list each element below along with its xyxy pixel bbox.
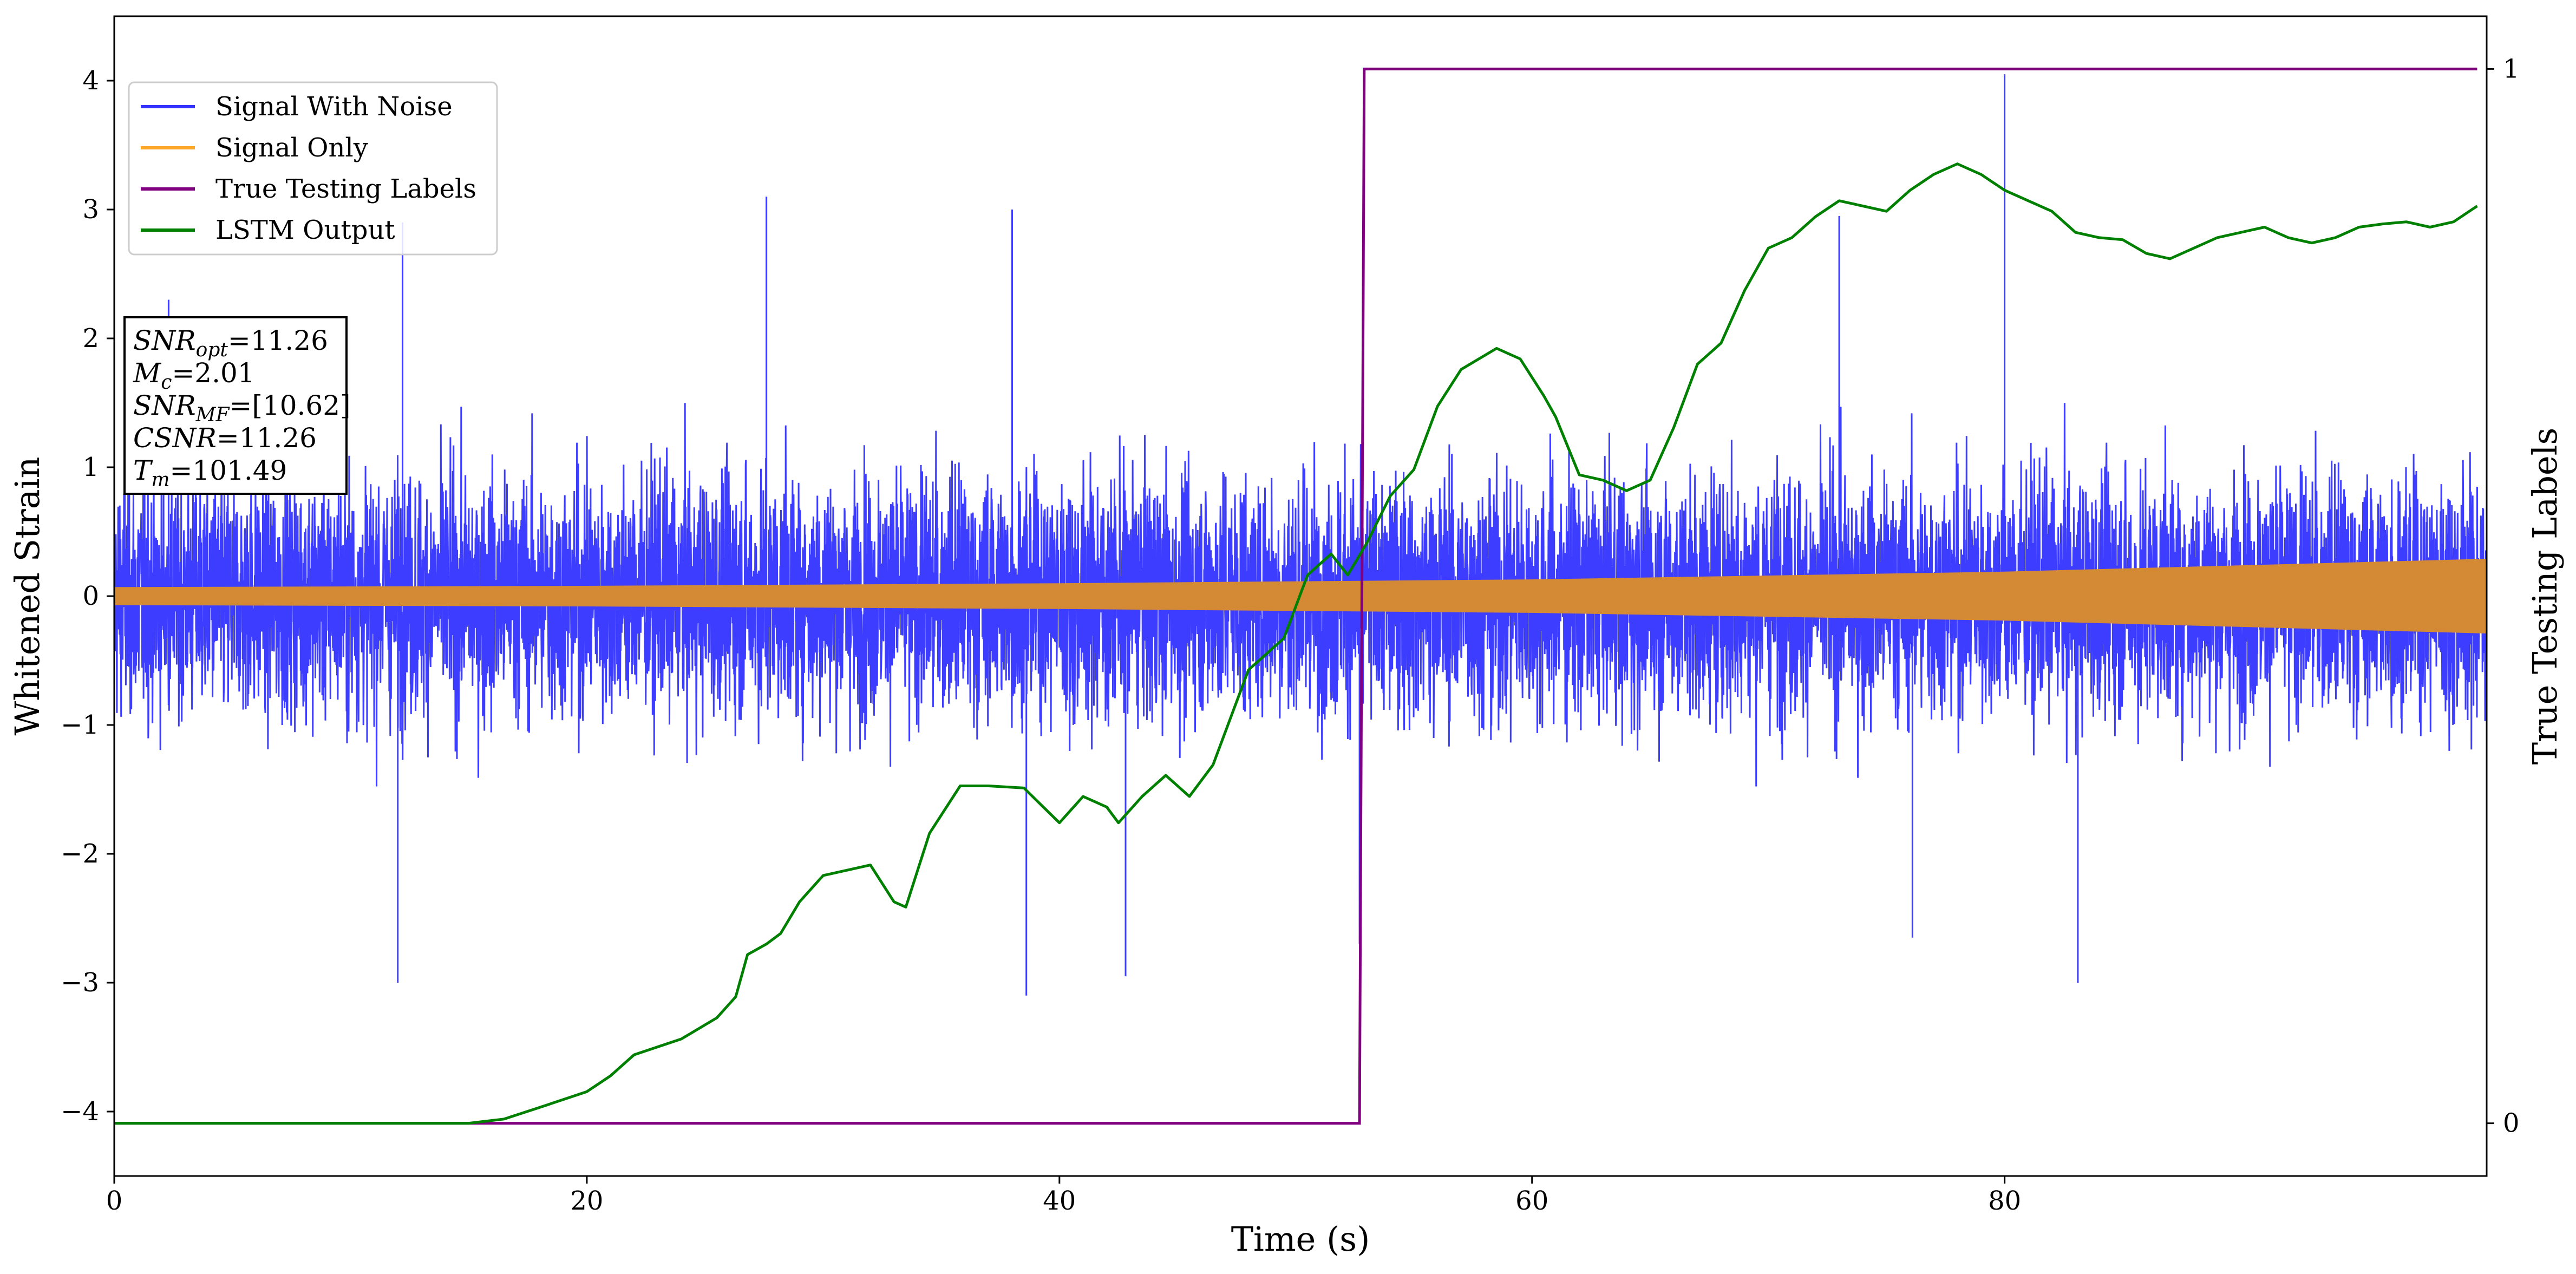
annotation-line: Tm=101.49: [133, 455, 287, 491]
annotation-line: Mc=2.01: [133, 357, 255, 394]
legend-label: True Testing Labels: [215, 174, 476, 204]
legend-box: [128, 81, 498, 256]
series-lstm-output: [114, 162, 2478, 1125]
plot-area: [114, 67, 2487, 1125]
y-tick-label: 2: [82, 323, 99, 354]
annotation-box-border: [123, 316, 348, 495]
legend-label: LSTM Output: [215, 215, 395, 245]
y-axis-ticks: −4 −3 −2 −1 0 1 2 3 4: [61, 66, 114, 1127]
y-tick-label: −2: [61, 839, 99, 869]
annotation-line: CSNR=11.26: [133, 422, 317, 454]
series-true-testing-labels: [114, 67, 2477, 1125]
y-tick-label: −3: [61, 968, 99, 998]
y-tick-label: 1: [82, 452, 99, 482]
y-tick-label: −1: [61, 710, 99, 740]
x-tick-label: 80: [1988, 1186, 2021, 1216]
x-tick-label: 0: [106, 1186, 123, 1216]
legend: Signal With Noise Signal Only True Testing…: [128, 81, 498, 256]
annotation-line: SNRopt=11.26: [133, 325, 328, 361]
y-axis-title: Whitened Strain: [8, 457, 47, 736]
x-tick-label: 40: [1043, 1186, 1076, 1216]
annotation-line: SNRMF=[10.62]: [133, 390, 351, 426]
x-axis-title: Time (s): [1231, 1219, 1370, 1259]
y-tick-label: 4: [82, 66, 99, 96]
x-tick-label: 60: [1515, 1186, 1548, 1216]
y-tick-label: 0: [82, 581, 99, 611]
legend-label: Signal Only: [215, 133, 368, 163]
right-y-tick-label: 0: [2503, 1108, 2520, 1139]
x-tick-label: 20: [570, 1186, 603, 1216]
parameter-annotation-box: SNRopt=11.26Mc=2.01SNRMF=[10.62]CSNR=11.…: [123, 316, 351, 495]
legend-label: Signal With Noise: [215, 92, 453, 122]
right-y-tick-label: 1: [2503, 54, 2520, 84]
right-y-axis-title: True Testing Labels: [2525, 428, 2565, 765]
y-tick-label: 3: [82, 194, 99, 225]
y-tick-label: −4: [61, 1096, 99, 1127]
right-y-axis-ticks: 01: [2487, 54, 2520, 1139]
x-axis-ticks: 0 20 40 60 80: [106, 1176, 2021, 1216]
